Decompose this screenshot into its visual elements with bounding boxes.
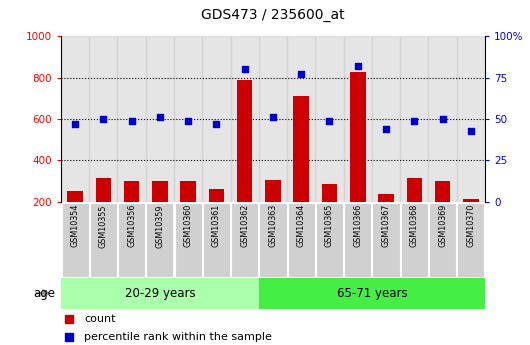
FancyBboxPatch shape xyxy=(146,203,173,277)
Text: GSM10367: GSM10367 xyxy=(382,204,391,247)
FancyBboxPatch shape xyxy=(316,203,343,277)
Text: GSM10366: GSM10366 xyxy=(354,204,362,247)
Bar xyxy=(67,191,83,243)
Point xyxy=(438,116,447,122)
Bar xyxy=(343,36,372,202)
Bar xyxy=(152,181,167,243)
FancyBboxPatch shape xyxy=(288,203,315,277)
Text: age: age xyxy=(33,287,56,300)
Bar xyxy=(435,181,450,243)
Text: GSM10370: GSM10370 xyxy=(466,204,475,247)
Point xyxy=(325,118,334,124)
Bar xyxy=(407,178,422,243)
Text: percentile rank within the sample: percentile rank within the sample xyxy=(84,332,272,342)
Text: GSM10362: GSM10362 xyxy=(240,204,249,247)
Point xyxy=(65,334,74,340)
Point xyxy=(212,121,220,127)
Point xyxy=(65,316,74,322)
Bar xyxy=(146,36,174,202)
Bar xyxy=(372,36,400,202)
Point xyxy=(410,118,419,124)
Text: 20-29 years: 20-29 years xyxy=(125,287,195,300)
FancyBboxPatch shape xyxy=(429,203,456,277)
Text: GSM10365: GSM10365 xyxy=(325,204,334,247)
Bar xyxy=(202,36,231,202)
FancyBboxPatch shape xyxy=(373,203,400,277)
Point xyxy=(71,121,80,127)
Bar xyxy=(400,36,428,202)
Bar xyxy=(95,178,111,243)
Point xyxy=(269,115,277,120)
Text: GSM10369: GSM10369 xyxy=(438,204,447,247)
Point xyxy=(241,67,249,72)
Bar xyxy=(118,36,146,202)
Text: GSM10354: GSM10354 xyxy=(70,204,80,247)
Bar xyxy=(350,72,366,243)
FancyBboxPatch shape xyxy=(457,203,484,277)
Text: GSM10360: GSM10360 xyxy=(184,204,192,247)
Text: GSM10364: GSM10364 xyxy=(297,204,306,247)
FancyBboxPatch shape xyxy=(203,203,230,277)
Text: GSM10359: GSM10359 xyxy=(155,204,164,248)
Point xyxy=(99,116,108,122)
Bar xyxy=(294,96,309,243)
Bar xyxy=(89,36,118,202)
FancyBboxPatch shape xyxy=(344,203,372,277)
Bar xyxy=(265,180,281,243)
Point xyxy=(466,128,475,134)
Point xyxy=(382,126,390,132)
Bar xyxy=(237,80,252,243)
Bar xyxy=(180,181,196,243)
Text: GSM10368: GSM10368 xyxy=(410,204,419,247)
Text: GSM10363: GSM10363 xyxy=(269,204,277,247)
Point xyxy=(297,71,305,77)
FancyBboxPatch shape xyxy=(259,278,485,309)
Bar xyxy=(315,36,343,202)
FancyBboxPatch shape xyxy=(231,203,258,277)
FancyBboxPatch shape xyxy=(118,203,145,277)
FancyBboxPatch shape xyxy=(61,278,259,309)
Bar xyxy=(174,36,202,202)
Bar xyxy=(209,189,224,243)
Bar xyxy=(287,36,315,202)
FancyBboxPatch shape xyxy=(259,203,287,277)
FancyBboxPatch shape xyxy=(174,203,202,277)
Bar xyxy=(259,36,287,202)
Bar xyxy=(322,184,337,243)
Point xyxy=(354,63,362,69)
Bar xyxy=(61,36,89,202)
Point xyxy=(127,118,136,124)
Bar xyxy=(457,36,485,202)
Bar xyxy=(378,194,394,243)
Bar xyxy=(231,36,259,202)
FancyBboxPatch shape xyxy=(401,203,428,277)
Bar xyxy=(463,199,479,243)
FancyBboxPatch shape xyxy=(90,203,117,277)
Text: GDS473 / 235600_at: GDS473 / 235600_at xyxy=(201,8,344,22)
Point xyxy=(156,115,164,120)
Bar xyxy=(124,181,139,243)
Point xyxy=(184,118,192,124)
Text: GSM10356: GSM10356 xyxy=(127,204,136,247)
Text: GSM10361: GSM10361 xyxy=(212,204,221,247)
Text: 65-71 years: 65-71 years xyxy=(337,287,407,300)
FancyBboxPatch shape xyxy=(61,203,89,277)
Bar xyxy=(428,36,457,202)
Text: GSM10355: GSM10355 xyxy=(99,204,108,248)
Text: count: count xyxy=(84,314,116,324)
